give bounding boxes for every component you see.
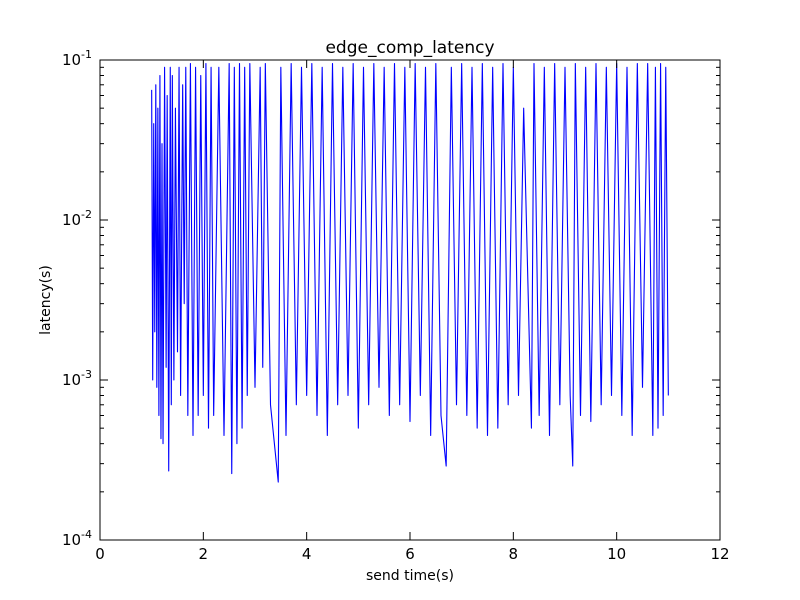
x-tick-label: 6 xyxy=(405,545,415,563)
series-line xyxy=(151,63,669,483)
x-tick-label: 8 xyxy=(509,545,519,563)
x-tick-label: 10 xyxy=(607,545,626,563)
x-tick-label: 2 xyxy=(199,545,209,563)
x-axis-label: send time(s) xyxy=(366,568,454,584)
y-tick-label: 10-3 xyxy=(62,368,92,389)
y-tick-labels: 10-4 10-3 10-2 10-1 xyxy=(62,48,92,549)
y-tick-label: 10-1 xyxy=(62,48,92,69)
x-tick-labels: 0 2 4 6 8 10 12 xyxy=(95,545,729,563)
plot-area xyxy=(100,60,720,540)
y-tick-label: 10-2 xyxy=(62,208,92,229)
y-tick-label: 10-4 xyxy=(62,528,92,549)
x-tick-label: 0 xyxy=(95,545,105,563)
y-axis-label: latency(s) xyxy=(38,265,54,335)
x-tick-label: 4 xyxy=(302,545,312,563)
x-tick-label: 12 xyxy=(710,545,729,563)
plot-frame xyxy=(99,59,721,541)
plot-background xyxy=(100,60,720,540)
chart-title: edge_comp_latency xyxy=(325,38,494,58)
